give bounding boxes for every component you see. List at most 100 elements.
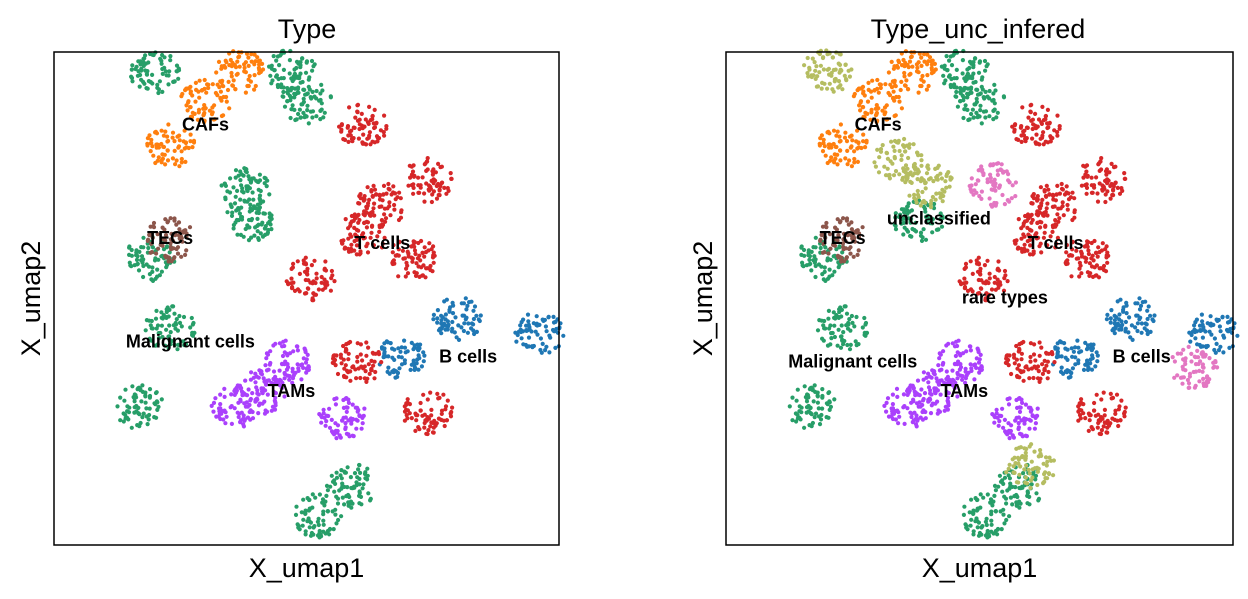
point-cafs bbox=[188, 105, 193, 110]
point-t-cells bbox=[987, 271, 992, 276]
point-malignant-cells bbox=[997, 473, 1003, 478]
point-t-cells bbox=[1040, 197, 1045, 202]
point-unclassified bbox=[892, 138, 898, 144]
point-t-cells bbox=[1025, 125, 1030, 130]
point-t-cells bbox=[305, 286, 310, 291]
point-t-cells bbox=[1085, 239, 1090, 244]
point-t-cells bbox=[364, 353, 369, 358]
point-malignant-cells bbox=[168, 58, 173, 63]
point-b-cells bbox=[402, 358, 407, 363]
point-t-cells bbox=[1030, 126, 1035, 132]
point-t-cells bbox=[1116, 423, 1121, 429]
point-malignant-cells bbox=[296, 525, 301, 530]
point-malignant-cells bbox=[129, 425, 134, 430]
point-t-cells bbox=[377, 197, 383, 202]
point-cafs bbox=[838, 122, 844, 127]
point-tams bbox=[253, 371, 258, 376]
point-malignant-cells bbox=[144, 262, 149, 267]
point-cafs bbox=[859, 145, 864, 151]
point-cafs bbox=[866, 80, 871, 85]
point-cafs bbox=[922, 59, 927, 64]
point-b-cells bbox=[543, 324, 549, 329]
point-t-cells bbox=[1081, 175, 1086, 180]
point-cafs bbox=[242, 69, 247, 74]
point-t-cells bbox=[1081, 411, 1086, 416]
point-malignant-cells bbox=[908, 219, 913, 225]
point-t-cells bbox=[413, 428, 418, 433]
point-tams bbox=[346, 418, 351, 423]
point-b-cells bbox=[525, 312, 531, 317]
point-tams bbox=[282, 376, 287, 381]
point-tams bbox=[960, 377, 965, 382]
point-unclassified bbox=[812, 60, 817, 65]
point-malignant-cells bbox=[233, 194, 238, 199]
point-malignant-cells bbox=[143, 394, 148, 399]
point-unclassified bbox=[912, 192, 917, 197]
point-t-cells bbox=[1064, 184, 1069, 189]
point-malignant-cells bbox=[249, 207, 255, 212]
point-cafs bbox=[246, 55, 251, 60]
point-malignant-cells bbox=[125, 404, 130, 409]
point-malignant-cells bbox=[968, 87, 974, 92]
point-b-cells bbox=[477, 318, 482, 324]
point-tams bbox=[300, 362, 305, 367]
point-t-cells bbox=[382, 235, 387, 240]
point-t-cells bbox=[355, 359, 360, 364]
point-t-cells bbox=[323, 259, 328, 264]
point-t-cells bbox=[366, 345, 371, 350]
point-malignant-cells bbox=[807, 387, 813, 392]
point-t-cells bbox=[431, 250, 436, 255]
point-t-cells bbox=[1110, 192, 1115, 198]
point-rare-types bbox=[1002, 202, 1008, 207]
point-malignant-cells bbox=[960, 58, 966, 63]
point-t-cells bbox=[1028, 341, 1033, 346]
point-rare-types bbox=[992, 200, 997, 206]
point-t-cells bbox=[1045, 243, 1050, 248]
point-malignant-cells bbox=[175, 347, 180, 352]
point-t-cells bbox=[439, 417, 444, 422]
point-t-cells bbox=[1038, 206, 1043, 211]
point-malignant-cells bbox=[807, 254, 813, 259]
point-b-cells bbox=[540, 317, 545, 322]
point-cafs bbox=[230, 83, 235, 88]
point-malignant-cells bbox=[942, 63, 947, 68]
point-t-cells bbox=[1066, 197, 1072, 202]
point-t-cells bbox=[1026, 367, 1031, 372]
point-t-cells bbox=[357, 201, 362, 206]
point-malignant-cells bbox=[232, 201, 238, 206]
point-malignant-cells bbox=[263, 232, 268, 237]
point-tams bbox=[323, 423, 328, 428]
point-t-cells bbox=[289, 266, 294, 271]
point-tams bbox=[994, 411, 999, 416]
point-malignant-cells bbox=[143, 400, 148, 405]
point-malignant-cells bbox=[139, 77, 144, 82]
point-malignant-cells bbox=[297, 60, 302, 65]
point-tecs bbox=[148, 232, 153, 237]
point-tecs bbox=[160, 243, 165, 248]
point-unclassified bbox=[1017, 472, 1022, 477]
point-rare-types bbox=[1175, 373, 1180, 378]
point-t-cells bbox=[429, 413, 434, 418]
point-t-cells bbox=[1034, 132, 1039, 137]
point-b-cells bbox=[1218, 344, 1223, 349]
point-malignant-cells bbox=[1014, 503, 1019, 508]
point-cafs bbox=[217, 85, 222, 90]
point-tecs bbox=[835, 238, 840, 243]
point-b-cells bbox=[392, 357, 397, 362]
point-malignant-cells bbox=[952, 82, 957, 87]
point-t-cells bbox=[1019, 246, 1024, 251]
point-unclassified bbox=[919, 163, 924, 168]
point-malignant-cells bbox=[293, 512, 299, 518]
point-malignant-cells bbox=[999, 527, 1004, 532]
point-unclassified bbox=[1045, 459, 1050, 464]
point-malignant-cells bbox=[799, 252, 804, 257]
point-t-cells bbox=[443, 404, 449, 409]
point-malignant-cells bbox=[826, 308, 832, 313]
point-tams bbox=[236, 414, 241, 420]
point-t-cells bbox=[1036, 117, 1042, 122]
point-unclassified bbox=[819, 86, 824, 91]
point-tams bbox=[997, 413, 1002, 418]
point-malignant-cells bbox=[816, 406, 821, 411]
point-malignant-cells bbox=[285, 99, 290, 104]
point-t-cells bbox=[1002, 276, 1007, 281]
